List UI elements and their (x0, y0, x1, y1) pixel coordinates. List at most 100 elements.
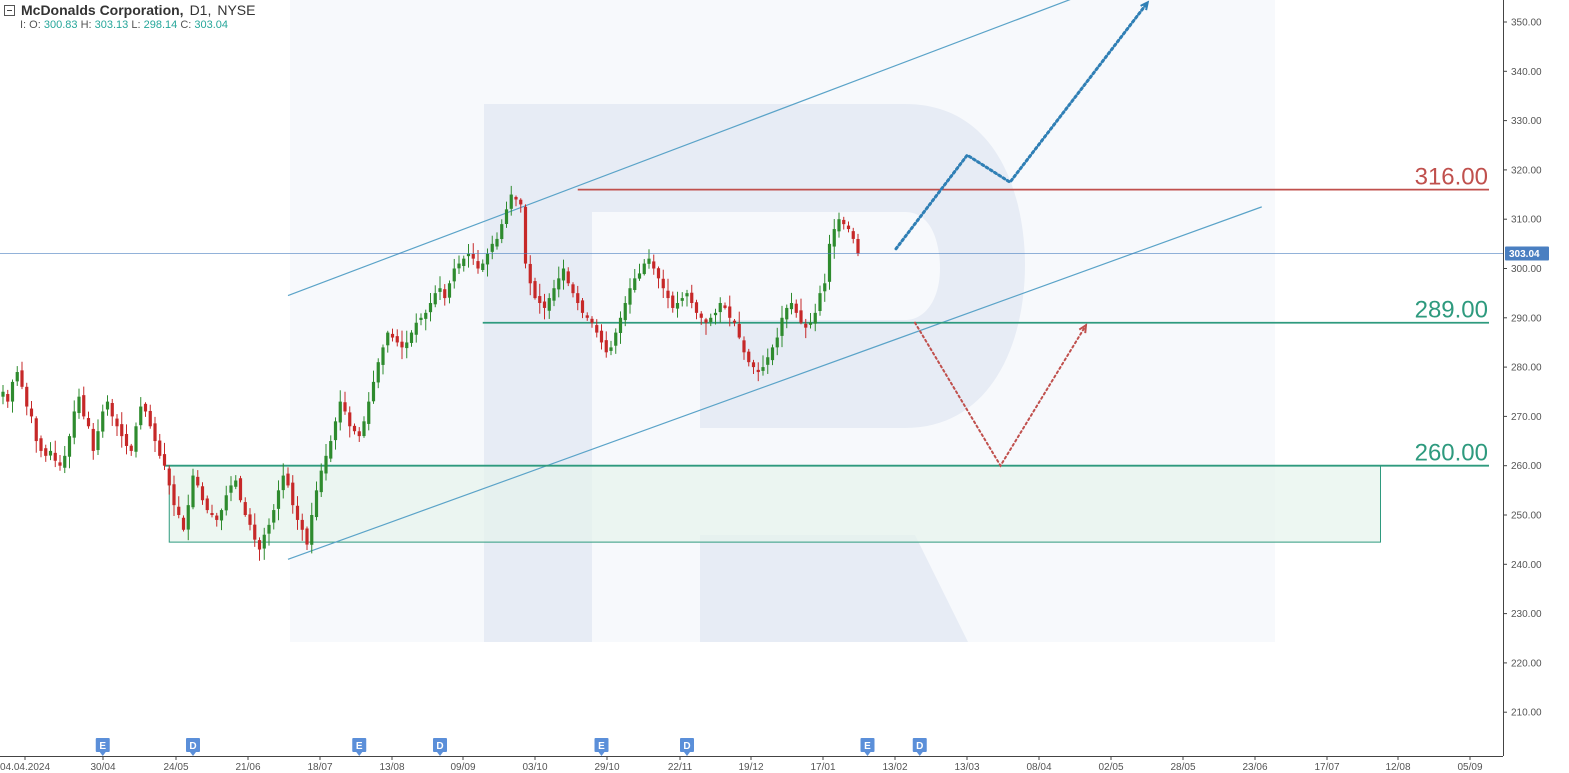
candle-body (386, 332, 390, 346)
candle-body (827, 243, 832, 282)
candle-body (167, 468, 171, 486)
candle-body (642, 263, 646, 275)
x-tick-label: 24/05 (163, 762, 188, 773)
event-marker-label: D (683, 741, 690, 752)
candle-body (348, 412, 352, 427)
candle-body (91, 428, 95, 451)
event-marker-D[interactable] (186, 738, 200, 752)
event-marker-pointer (864, 752, 871, 756)
candle-body (566, 271, 570, 284)
candle-body (457, 263, 461, 269)
candle-body (367, 401, 371, 424)
candle-body (10, 381, 15, 402)
candle-body (742, 340, 746, 353)
candle-body (229, 485, 233, 493)
candle-body (495, 238, 499, 247)
candle-body (728, 306, 732, 318)
y-tick-label: 230.00 (1511, 609, 1542, 620)
collapse-toggle-icon[interactable] (4, 4, 15, 16)
candle-body (248, 514, 252, 525)
event-marker-label: D (916, 741, 923, 752)
y-tick-label: 210.00 (1511, 708, 1542, 719)
candle-body (400, 341, 404, 348)
y-tick-label: 250.00 (1511, 511, 1542, 522)
candle-body (343, 402, 347, 412)
candle-body (82, 395, 86, 417)
event-marker-E[interactable] (594, 738, 609, 752)
candle-body (685, 293, 689, 297)
candle-body (528, 263, 532, 284)
ohlc-high-label: H: (80, 19, 92, 31)
candle-body (789, 303, 794, 310)
candle-body (53, 452, 57, 461)
candle-body (143, 403, 148, 412)
candle-body (329, 441, 333, 459)
candle-body (96, 431, 100, 451)
candle-body (851, 231, 855, 239)
candle-body (352, 425, 357, 432)
forecast-bear-path (914, 321, 1087, 468)
event-marker-D[interactable] (680, 738, 694, 752)
candle-body (409, 332, 414, 343)
y-tick-label: 280.00 (1511, 363, 1542, 374)
x-tick-label: 19/12 (738, 762, 763, 773)
event-marker-E[interactable] (352, 738, 367, 752)
candle-body (485, 253, 490, 265)
candle-body (590, 318, 594, 323)
candle-body (86, 418, 91, 427)
candle-body (34, 418, 38, 442)
ohlc-low-value: 298.14 (143, 19, 178, 31)
ohlc-close-value: 303.04 (194, 19, 229, 31)
event-marker-pointer (598, 752, 605, 756)
candle-body (514, 196, 518, 200)
candle-body (158, 440, 162, 456)
candle-body (690, 292, 694, 304)
candle-body (637, 273, 642, 279)
candle-body (428, 303, 433, 313)
candle-body (205, 498, 209, 511)
candle-body (319, 470, 323, 493)
candle-body (571, 284, 575, 294)
event-marker-label: E (864, 741, 871, 752)
y-tick-label: 260.00 (1511, 461, 1542, 472)
event-marker-D[interactable] (433, 738, 447, 752)
ohlc-high-value: 303.13 (94, 19, 129, 31)
event-marker-E[interactable] (860, 738, 875, 752)
timeframe: D1, (189, 2, 212, 18)
candle-body (324, 455, 328, 474)
candle-body (628, 288, 632, 305)
event-marker-label: E (598, 741, 605, 752)
candle-body (129, 445, 133, 451)
candle-body (504, 209, 509, 225)
event-marker-D[interactable] (912, 738, 927, 752)
candle-body (780, 317, 784, 336)
candle-body (357, 431, 361, 437)
candle-body (25, 386, 29, 407)
x-tick-label: 13/03 (954, 762, 979, 773)
level-label-316-00: 316.00 (1415, 164, 1488, 191)
candle-body (604, 340, 608, 353)
candle-body (243, 502, 247, 515)
x-tick-label: 17/07 (1314, 762, 1339, 773)
candle-body (699, 313, 703, 318)
candle-body (314, 490, 319, 518)
candle-body (153, 423, 157, 442)
candle-body (799, 310, 803, 323)
candle-body (253, 524, 257, 540)
candle-body (704, 319, 708, 323)
candle-body (547, 298, 551, 311)
event-marker-label: E (99, 741, 106, 752)
candle-body (291, 482, 295, 506)
event-marker-E[interactable] (95, 738, 110, 752)
x-tick-label: 29/10 (594, 762, 619, 773)
candle-body (609, 347, 613, 351)
candle-body (29, 408, 34, 417)
candle-body (15, 372, 19, 382)
x-tick-label: 05/09 (1457, 762, 1482, 773)
candle-body (775, 337, 779, 348)
candle-body (713, 312, 718, 316)
candle-body (732, 320, 737, 323)
candle-body (105, 401, 110, 410)
ohlc-close-label: C: (180, 19, 192, 31)
